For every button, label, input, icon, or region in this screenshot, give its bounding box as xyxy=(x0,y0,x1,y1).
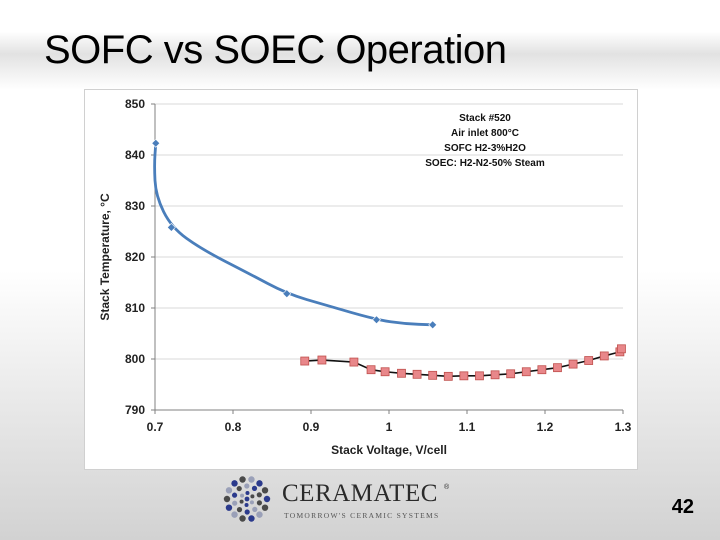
soec-point xyxy=(349,357,359,367)
logo-dot xyxy=(248,515,255,522)
logo-dot xyxy=(261,504,269,511)
soec-point xyxy=(599,351,609,361)
logo-dot xyxy=(225,504,233,511)
sofc-point xyxy=(372,315,381,325)
logo-dot xyxy=(240,493,245,498)
sofc-point xyxy=(428,320,438,330)
slide-title: SOFC vs SOEC Operation xyxy=(44,28,507,72)
soec-point xyxy=(617,344,626,354)
soec-point xyxy=(366,365,376,375)
ceramatec-logo-icon xyxy=(223,476,271,522)
logo-dot xyxy=(223,495,231,503)
logo-dot xyxy=(249,500,254,505)
y-tick-label: 790 xyxy=(125,403,145,417)
y-tick-label: 800 xyxy=(125,352,145,366)
logo-dot xyxy=(250,494,255,499)
logo-dot xyxy=(256,492,262,498)
soec-point xyxy=(553,363,562,373)
soec-point xyxy=(459,371,469,381)
logo-dot xyxy=(232,500,238,506)
temperature-voltage-chart: 790 800 810 820 830 840 850 0.7 0.8 0.9 1 1.1 1.2 1.3… xyxy=(98,97,632,457)
y-tick-label: 810 xyxy=(125,301,145,315)
x-tick-label: 0.8 xyxy=(225,420,242,434)
soec-point xyxy=(443,371,453,381)
soec-point xyxy=(428,370,438,380)
logo-dot xyxy=(263,495,271,503)
logo-dot xyxy=(239,515,246,522)
sofc-series-line xyxy=(153,141,435,327)
logo-registered-mark: ® xyxy=(444,484,450,491)
logo-dot xyxy=(231,511,238,518)
y-tick-label: 840 xyxy=(125,148,145,162)
soec-point xyxy=(317,355,327,365)
logo-dot xyxy=(236,507,243,513)
logo-dot xyxy=(252,506,258,513)
logo-dot xyxy=(248,476,255,483)
logo-dot xyxy=(244,483,250,489)
y-tick-label: 820 xyxy=(125,250,145,264)
ceramatec-logo: CERAMATEC ® TOMORROW'S CERAMIC SYSTEMS xyxy=(222,474,452,524)
logo-dot xyxy=(236,485,242,492)
chart-annotation-line: SOEC: H2-N2-50% Steam xyxy=(425,158,545,169)
logo-dot xyxy=(239,499,244,504)
chart-annotation-line: SOFC H2-3%H2O xyxy=(444,143,526,154)
sofc-point xyxy=(282,289,292,299)
logo-dot xyxy=(231,492,238,498)
x-tick-label: 1.2 xyxy=(537,420,554,434)
logo-dot xyxy=(244,509,250,515)
chart-annotation-line: Stack #520 xyxy=(459,113,511,124)
x-tick-label: 1.3 xyxy=(615,420,632,434)
logo-dot xyxy=(245,491,250,496)
soec-point xyxy=(397,368,406,378)
chart-annotation-line: Air inlet 800°C xyxy=(451,128,519,139)
logo-tagline: TOMORROW'S CERAMIC SYSTEMS xyxy=(284,511,440,520)
x-tick-label: 0.7 xyxy=(147,420,164,434)
soec-point xyxy=(506,369,516,379)
x-tick-label: 0.9 xyxy=(303,420,320,434)
logo-dot xyxy=(244,502,249,507)
logo-dot xyxy=(256,500,263,506)
x-axis-title: Stack Voltage, V/cell xyxy=(331,443,447,457)
title-band xyxy=(0,0,720,90)
soec-point xyxy=(537,365,547,375)
sofc-point xyxy=(166,222,176,232)
soec-point xyxy=(584,356,594,365)
logo-wordmark: CERAMATEC xyxy=(282,480,438,507)
soec-point xyxy=(300,356,310,366)
logo-dot xyxy=(256,511,263,518)
chart-frame xyxy=(84,89,638,470)
soec-point xyxy=(380,367,390,377)
x-tick-label: 1.1 xyxy=(459,420,476,434)
x-tick-label: 1 xyxy=(386,420,393,434)
y-axis-title: Stack Temperature, °C xyxy=(98,193,112,321)
logo-dot xyxy=(225,487,233,494)
soec-point xyxy=(568,359,578,369)
soec-point xyxy=(521,367,531,377)
logo-dot xyxy=(251,485,258,491)
soec-point xyxy=(490,370,500,380)
soec-point xyxy=(412,369,422,379)
sofc-point xyxy=(151,138,161,148)
logo-dot xyxy=(261,487,269,494)
y-tick-label: 830 xyxy=(125,199,145,213)
page-number: 42 xyxy=(671,496,694,518)
y-tick-label: 850 xyxy=(125,97,145,111)
logo-dot xyxy=(244,496,250,502)
soec-point xyxy=(475,371,484,381)
logo-dot xyxy=(231,480,238,487)
logo-dot xyxy=(256,480,263,487)
logo-dot xyxy=(239,476,246,483)
